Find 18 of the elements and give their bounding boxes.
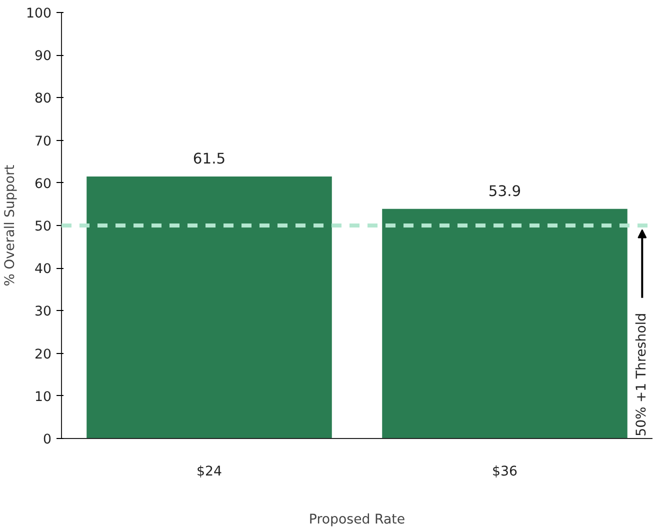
data-label: 53.9: [488, 183, 522, 200]
x-axis-title: Proposed Rate: [308, 512, 406, 528]
y-tick-label: 0: [43, 432, 52, 448]
ref-line-label: 50% +1 Threshold: [634, 312, 650, 436]
y-tick-label: 50: [34, 220, 52, 234]
x-tick-label: $24: [196, 464, 222, 480]
y-tick-label: 20: [34, 347, 52, 362]
y-tick-label: 100: [26, 6, 52, 22]
y-tick-label: 10: [34, 390, 52, 405]
x-tick-label: $36: [492, 464, 518, 480]
y-tick-label: 60: [34, 176, 52, 192]
y-axis-title: % Overall Support: [3, 164, 18, 286]
data-label: 61.5: [192, 150, 226, 168]
y-tick-label: 40: [34, 262, 52, 278]
y-tick-label: 90: [34, 49, 52, 64]
y-tick-label: 30: [34, 304, 52, 320]
y-tick-label: 70: [34, 134, 52, 150]
y-tick-label: 80: [34, 92, 52, 107]
